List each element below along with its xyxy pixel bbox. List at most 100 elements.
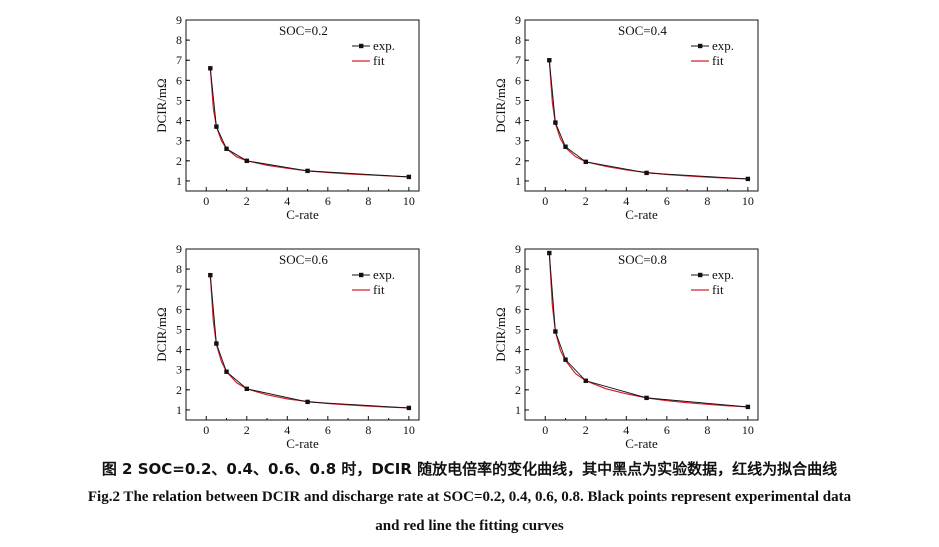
x-tick-label: 2: [583, 194, 589, 208]
panel-title: SOC=0.6: [279, 252, 328, 267]
y-tick-label: 7: [515, 53, 521, 67]
exp-data-point: [244, 158, 249, 164]
exp-line: [209, 275, 409, 409]
x-axis-label: C-rate: [286, 436, 319, 451]
exp-data-point: [547, 250, 552, 256]
x-tick-label: 10: [742, 194, 754, 208]
exp-data-point: [406, 405, 412, 411]
y-axis-label: DCIR/mΩ: [154, 307, 169, 361]
x-tick-label: 0: [203, 194, 209, 208]
x-tick-label: 2: [244, 423, 250, 437]
y-axis-label: DCIR/mΩ: [154, 78, 169, 132]
legend-fit-label: fit: [373, 282, 385, 297]
x-tick-label: 8: [365, 194, 371, 208]
x-tick-label: 8: [704, 194, 710, 208]
plot-frame: [185, 19, 420, 192]
chart-panel-2: 1 2 3 4 5 6 7 8 9 0 2 4 6 8 10 C-rate DCIR/mΩ SOC=0.4 exp.…: [493, 13, 759, 222]
y-tick-label: 1: [515, 174, 521, 188]
x-tick-label: 8: [365, 423, 371, 437]
legend-exp-label: exp.: [712, 38, 734, 53]
x-tick-label: 2: [244, 194, 250, 208]
y-tick-label: 4: [176, 343, 182, 357]
panel-title: SOC=0.8: [618, 252, 667, 267]
y-tick-label: 5: [176, 93, 182, 107]
y-tick-label: 8: [176, 262, 182, 276]
x-tick-label: 10: [403, 194, 415, 208]
exp-data-point: [224, 369, 229, 374]
exp-data-point: [583, 378, 588, 383]
y-tick-label: 1: [176, 174, 182, 188]
plot-frame: [524, 19, 759, 192]
exp-data-point: [406, 174, 412, 180]
y-tick-label: 9: [176, 13, 182, 27]
y-tick-label: 6: [515, 73, 521, 87]
exp-data-point: [208, 66, 213, 71]
y-tick-label: 6: [176, 73, 182, 87]
legend-exp-label: exp.: [373, 38, 395, 53]
y-tick-label: 1: [515, 403, 521, 417]
x-tick-label: 4: [284, 423, 290, 437]
y-tick-label: 2: [515, 383, 521, 397]
chart-panel-4: 1 2 3 4 5 6 7 8 9 0 2 4 6 8 10 C-rate DCIR/mΩ SOC=0.8 exp.…: [493, 242, 759, 451]
y-tick-label: 6: [515, 302, 521, 316]
legend-exp-marker: [359, 272, 364, 278]
y-tick-label: 9: [515, 13, 521, 27]
exp-line: [548, 60, 748, 180]
panel-title: SOC=0.2: [279, 23, 328, 38]
x-tick-label: 0: [542, 423, 548, 437]
exp-data-point: [305, 399, 310, 405]
plot-frame: [185, 248, 420, 421]
y-tick-label: 5: [515, 93, 521, 107]
legend-fit-label: fit: [712, 53, 724, 68]
legend-exp-label: exp.: [373, 267, 395, 282]
y-tick-label: 3: [176, 134, 182, 148]
figure-caption-english-line-2: and red line the fitting curves: [375, 518, 564, 534]
legend-fit-label: fit: [712, 282, 724, 297]
y-tick-label: 5: [176, 322, 182, 336]
figure-caption-english-line-1: Fig.2 The relation between DCIR and disc…: [87, 489, 852, 505]
y-tick-label: 2: [176, 383, 182, 397]
x-tick-label: 2: [583, 423, 589, 437]
exp-line: [548, 252, 748, 408]
legend-exp-label: exp.: [712, 267, 734, 282]
legend-exp-marker: [359, 43, 364, 49]
y-tick-label: 3: [176, 363, 182, 377]
exp-line: [209, 68, 409, 178]
x-tick-label: 6: [664, 423, 670, 437]
exp-data-point: [563, 357, 568, 362]
exp-data-point: [553, 120, 558, 125]
x-axis-label: C-rate: [286, 207, 319, 222]
panel-title: SOC=0.4: [618, 23, 667, 38]
exp-data-point: [305, 168, 310, 174]
fit-curve: [548, 60, 748, 180]
exp-data-point: [745, 404, 751, 410]
exp-data-point: [547, 58, 552, 63]
exp-data-point: [553, 329, 558, 334]
x-tick-label: 4: [623, 194, 629, 208]
y-tick-label: 6: [176, 302, 182, 316]
chart-panel-1: 1 2 3 4 5 6 7 8 9 0 2 4 6 8 10 C-rate DCIR/mΩ SOC=0.2 exp.…: [154, 13, 420, 222]
figure-caption-chinese: 图 2 SOC=0.2、0.4、0.6、0.8 时，DCIR 随放电倍率的变化曲…: [101, 460, 838, 478]
y-axis-label: DCIR/mΩ: [493, 78, 508, 132]
y-axis-label: DCIR/mΩ: [493, 307, 508, 361]
exp-data-point: [208, 272, 213, 278]
y-tick-label: 7: [515, 282, 521, 296]
y-tick-label: 5: [515, 322, 521, 336]
y-tick-label: 8: [515, 33, 521, 47]
exp-data-point: [644, 395, 649, 401]
exp-data-point: [583, 159, 588, 165]
legend-fit-label: fit: [373, 53, 385, 68]
x-tick-label: 8: [704, 423, 710, 437]
fit-curve: [548, 252, 748, 408]
x-tick-label: 0: [203, 423, 209, 437]
plot-frame: [524, 248, 759, 421]
exp-data-point: [224, 146, 229, 151]
y-tick-label: 8: [515, 262, 521, 276]
x-tick-label: 6: [325, 194, 331, 208]
y-tick-label: 7: [176, 282, 182, 296]
exp-data-point: [563, 144, 568, 149]
y-tick-label: 4: [176, 114, 182, 128]
y-tick-label: 9: [515, 242, 521, 256]
x-axis-label: C-rate: [625, 436, 658, 451]
